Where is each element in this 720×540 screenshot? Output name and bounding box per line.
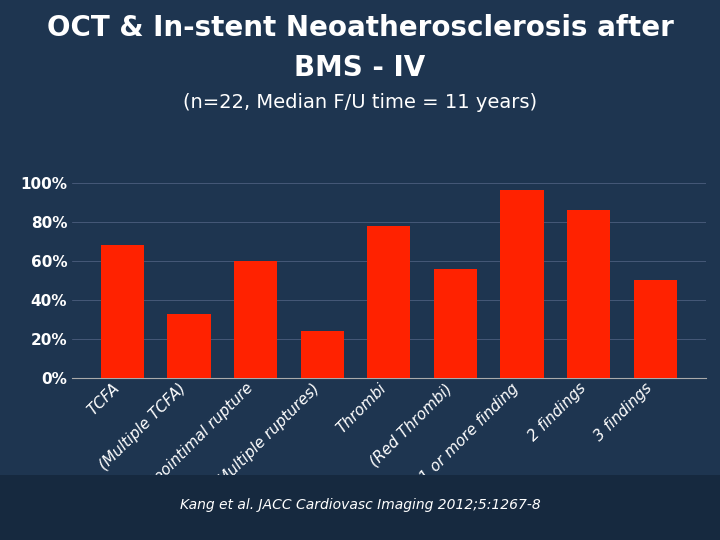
Bar bbox=[634, 280, 677, 378]
Text: OCT & In-stent Neoatherosclerosis after: OCT & In-stent Neoatherosclerosis after bbox=[47, 14, 673, 42]
Bar bbox=[367, 226, 410, 378]
Bar bbox=[567, 210, 611, 378]
Bar bbox=[101, 245, 144, 378]
Bar bbox=[433, 268, 477, 378]
Bar bbox=[167, 314, 211, 378]
Text: BMS - IV: BMS - IV bbox=[294, 54, 426, 82]
Text: (n=22, Median F/U time = 11 years): (n=22, Median F/U time = 11 years) bbox=[183, 93, 537, 112]
Text: Kang et al. JACC Cardiovasc Imaging 2012;5:1267-8: Kang et al. JACC Cardiovasc Imaging 2012… bbox=[179, 498, 541, 512]
Bar bbox=[500, 191, 544, 378]
Bar bbox=[234, 261, 277, 378]
Bar bbox=[300, 331, 344, 378]
